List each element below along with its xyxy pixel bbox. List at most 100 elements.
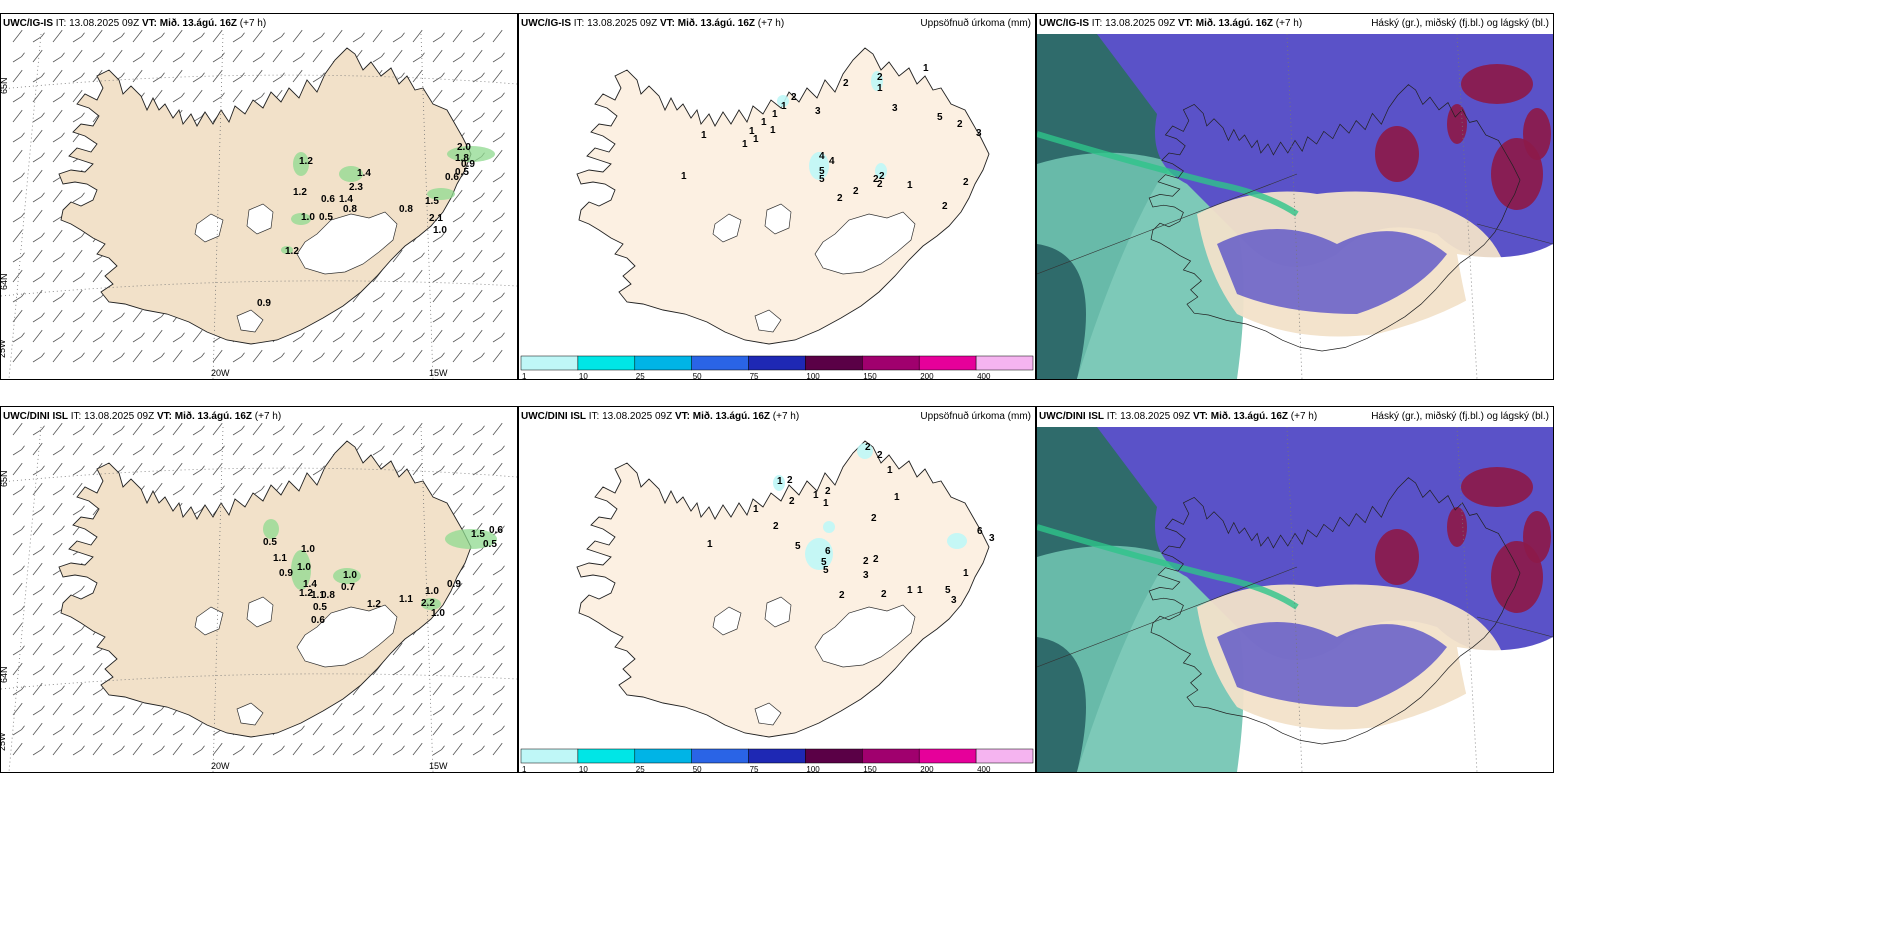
wind-barb-feather bbox=[458, 309, 463, 315]
wind-barb-feather bbox=[38, 562, 43, 568]
wind-barb-feather bbox=[81, 232, 85, 237]
precip-value-label: 2.1 bbox=[429, 213, 443, 224]
it-value: 13.08.2025 09Z bbox=[602, 411, 673, 422]
wind-barb-feather bbox=[498, 269, 503, 275]
wind-barb-feather bbox=[361, 705, 365, 710]
wind-barb bbox=[72, 93, 80, 103]
precip-value-label: 2 bbox=[877, 72, 883, 83]
lead-time: (+7 h) bbox=[254, 411, 282, 422]
iceland-landmass bbox=[576, 440, 990, 738]
wind-barb-feather bbox=[421, 445, 425, 450]
wind-barb bbox=[492, 33, 500, 43]
wind-barb bbox=[452, 666, 460, 676]
glacier bbox=[712, 213, 742, 243]
wind-barb-feather bbox=[421, 252, 425, 257]
wind-barb bbox=[52, 746, 60, 756]
model-name: UWC/DINI ISL bbox=[3, 411, 68, 422]
wind-barb bbox=[392, 669, 402, 676]
wind-barb-feather bbox=[498, 462, 503, 468]
wind-barb bbox=[92, 273, 100, 283]
wind-barb-feather bbox=[501, 52, 505, 57]
precip-value-label: 1.2 bbox=[299, 588, 313, 599]
wind-barb bbox=[292, 746, 300, 756]
precip-value-label: 0.9 bbox=[461, 159, 475, 170]
wind-barb bbox=[212, 33, 220, 43]
wind-barb bbox=[332, 33, 340, 43]
wind-barb bbox=[472, 236, 482, 243]
colorbar-segment bbox=[918, 355, 977, 371]
precip-area bbox=[809, 152, 829, 180]
wind-barb bbox=[432, 726, 440, 736]
precip-value-label: 1 bbox=[887, 465, 893, 476]
low-cloud-band bbox=[1037, 131, 1299, 217]
wind-barb bbox=[452, 193, 460, 203]
precip-value-label: 2 bbox=[871, 513, 877, 524]
precip-value-label: 2 bbox=[837, 193, 843, 204]
precip-value-label: 2 bbox=[877, 179, 883, 190]
wind-barb-feather bbox=[401, 32, 405, 37]
wind-barb-feather bbox=[461, 645, 465, 650]
wind-barb bbox=[312, 469, 322, 476]
wind-barb-feather bbox=[278, 49, 283, 55]
wind-barb-feather bbox=[501, 252, 505, 257]
wind-barb-feather bbox=[61, 332, 65, 337]
wind-barb bbox=[112, 446, 120, 456]
wind-barb-feather bbox=[321, 352, 325, 357]
wind-barb-feather bbox=[461, 92, 465, 97]
wind-barb bbox=[432, 686, 440, 696]
precip-area bbox=[339, 166, 363, 182]
wind-barb-feather bbox=[401, 665, 405, 670]
cloud-title: Háský (gr.), miðský (fj.bl.) og lágský (… bbox=[1371, 18, 1549, 29]
wind-barb-feather bbox=[358, 329, 363, 335]
wind-barb bbox=[412, 449, 422, 456]
glacier bbox=[246, 203, 274, 235]
colorbar-segment bbox=[577, 748, 636, 764]
wind-barb-feather bbox=[158, 329, 163, 335]
wind-barb-feather bbox=[498, 29, 503, 35]
wind-barb bbox=[452, 609, 462, 616]
wind-barb bbox=[412, 73, 420, 83]
precip-value-label: 4 bbox=[819, 151, 825, 162]
vt-label: VT: bbox=[1177, 18, 1193, 29]
wind-barb bbox=[332, 706, 340, 716]
wind-barb bbox=[492, 746, 500, 756]
wind-barb bbox=[492, 136, 502, 143]
precip-value-label: 1.0 bbox=[425, 586, 439, 597]
wind-barb bbox=[12, 729, 22, 736]
wind-barb bbox=[12, 706, 20, 716]
wind-barb bbox=[492, 466, 500, 476]
wind-barb bbox=[32, 236, 42, 243]
wind-barb bbox=[432, 749, 442, 756]
wind-barb bbox=[452, 56, 462, 63]
wind-barb bbox=[432, 486, 440, 496]
precip-value-label: 5 bbox=[937, 112, 943, 123]
precip-value-label: 1 bbox=[681, 171, 687, 182]
wind-barb bbox=[412, 426, 420, 436]
wind-barb-feather bbox=[221, 92, 225, 97]
wind-barb-feather bbox=[458, 189, 463, 195]
wind-barb bbox=[52, 466, 60, 476]
wind-barb-feather bbox=[358, 49, 363, 55]
wind-barb-feather bbox=[41, 352, 45, 357]
wind-barb-feather bbox=[461, 292, 465, 297]
wind-barb-feather bbox=[21, 485, 25, 490]
wind-barb-feather bbox=[98, 422, 103, 428]
wind-barb bbox=[32, 76, 42, 83]
colorbar-tick-label: 25 bbox=[636, 765, 645, 772]
wind-barb bbox=[332, 313, 340, 323]
wind-barb-feather bbox=[418, 422, 423, 428]
wind-barb bbox=[272, 53, 280, 63]
colorbar: 1 10 25 50 75 100 150 200 400 bbox=[520, 355, 1034, 379]
wind-barb-feather bbox=[18, 269, 23, 275]
wind-barb bbox=[32, 589, 42, 596]
wind-barb bbox=[52, 273, 60, 283]
wind-barb bbox=[312, 446, 320, 456]
wind-barb bbox=[12, 466, 20, 476]
wind-barb-feather bbox=[481, 465, 485, 470]
wind-barb bbox=[312, 726, 320, 736]
wind-barb bbox=[92, 426, 100, 436]
wind-barb bbox=[172, 73, 180, 83]
wind-barb-feather bbox=[421, 685, 425, 690]
wind-barb bbox=[112, 316, 122, 323]
wind-barb-feather bbox=[61, 685, 65, 690]
